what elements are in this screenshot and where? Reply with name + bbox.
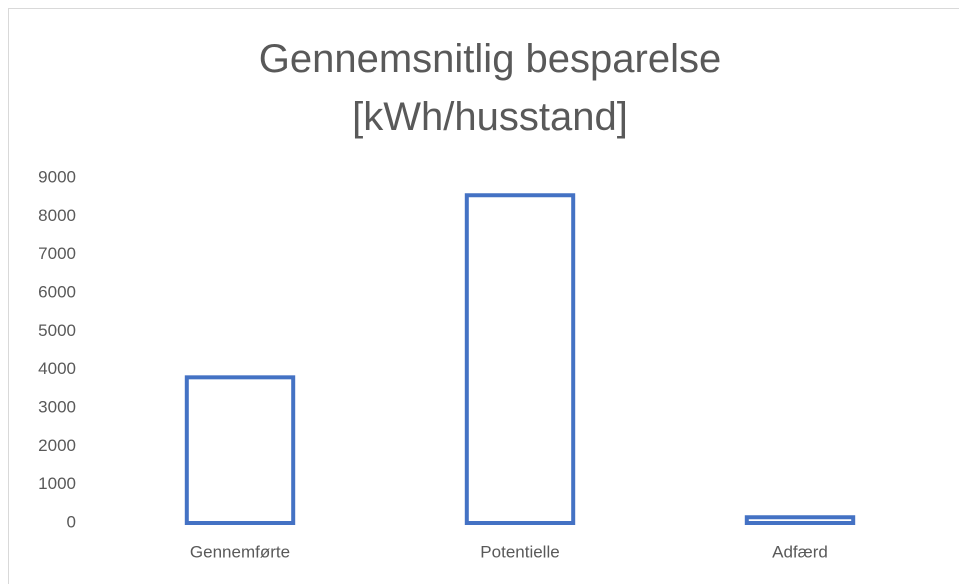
x-tick-label: Potentielle	[480, 542, 559, 561]
y-tick-label: 2000	[38, 436, 76, 455]
y-tick-label: 1000	[38, 474, 76, 493]
y-tick-label: 3000	[38, 397, 76, 416]
x-tick-label: Gennemførte	[190, 542, 290, 561]
y-tick-label: 8000	[38, 206, 76, 225]
bar	[184, 375, 296, 526]
y-tick-label: 5000	[38, 321, 76, 340]
bar	[744, 515, 856, 525]
y-tick-label: 9000	[38, 167, 76, 186]
y-tick-label: 6000	[38, 282, 76, 301]
y-tick-label: 0	[67, 512, 76, 531]
chart-title: Gennemsnitlig besparelse [kWh/husstand]	[258, 37, 722, 139]
y-tick-label: 7000	[38, 244, 76, 263]
chart-frame	[8, 8, 959, 584]
x-tick-label: Adfærd	[772, 542, 828, 561]
bar	[464, 193, 576, 525]
y-tick-label: 4000	[38, 359, 76, 378]
